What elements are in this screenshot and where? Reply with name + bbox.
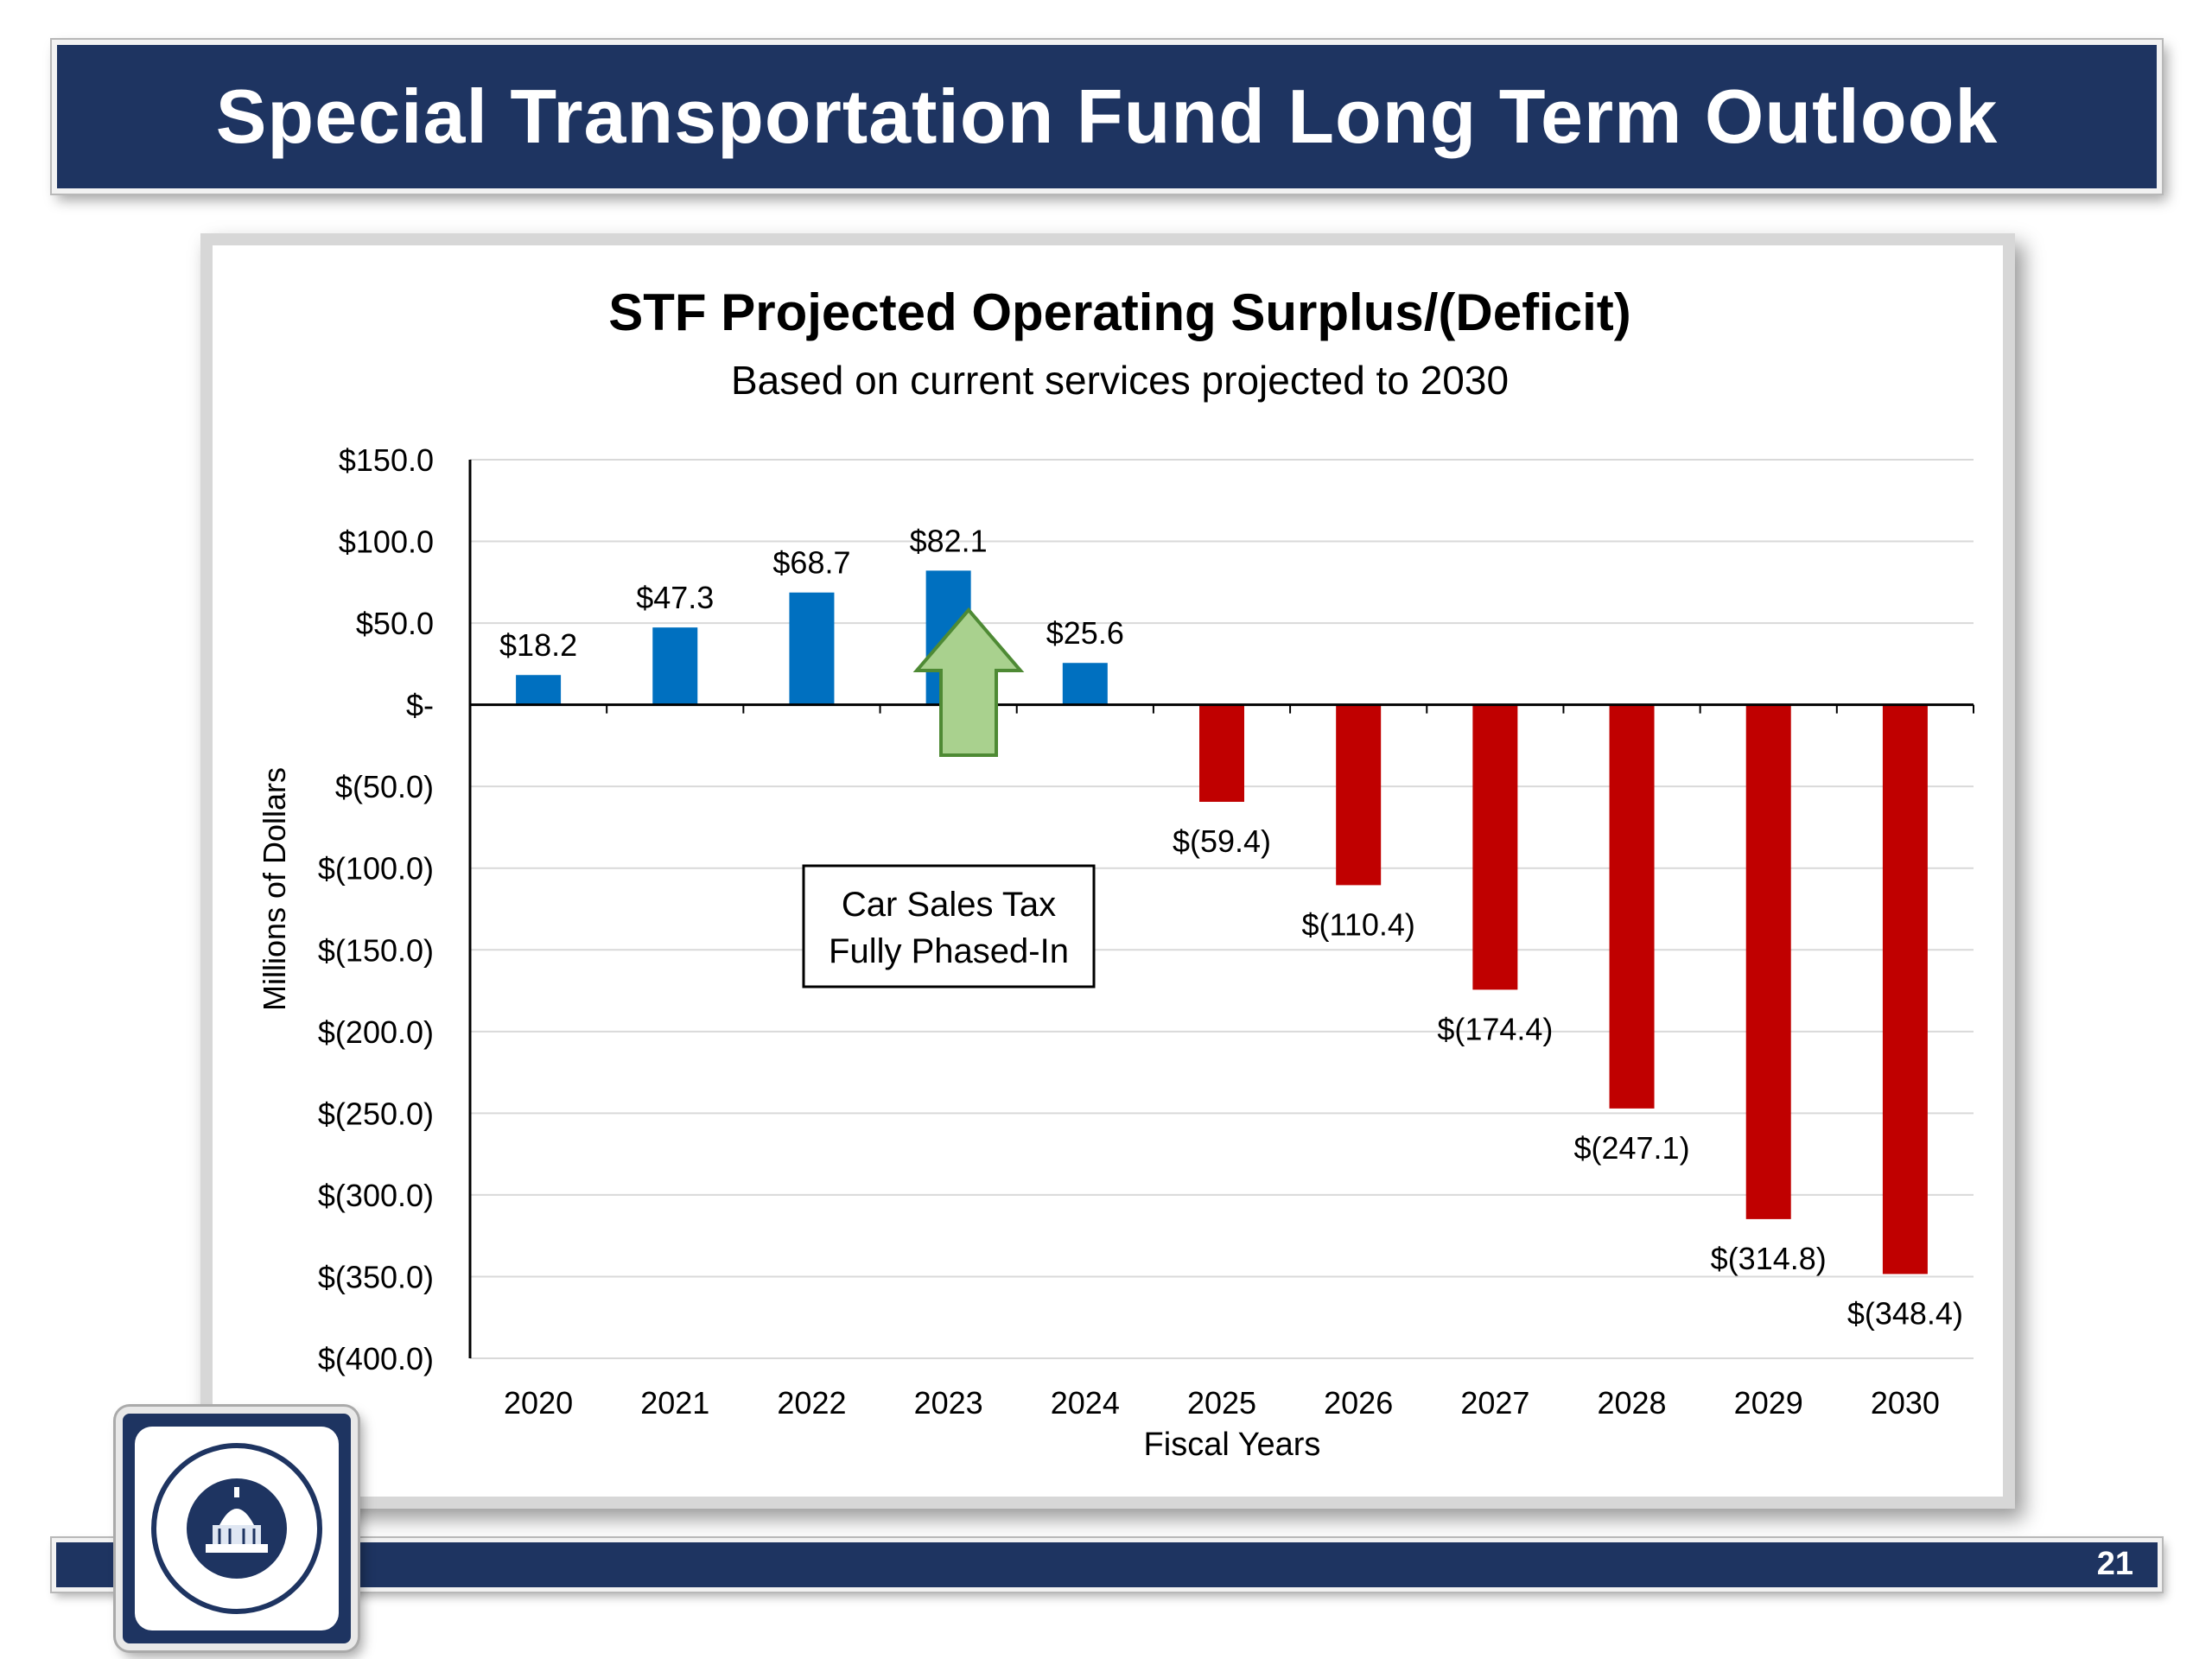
bar-2025 (1199, 704, 1244, 802)
bar-2024 (1062, 663, 1108, 705)
bar-2022 (789, 592, 835, 705)
data-label: $(59.4) (1173, 823, 1271, 859)
data-label: $(348.4) (1847, 1295, 1963, 1331)
annotation-line-1: Car Sales Tax (842, 886, 1056, 924)
data-label: $82.1 (910, 523, 988, 558)
data-label: $47.3 (636, 580, 714, 615)
y-tick-label: $(350.0) (318, 1259, 434, 1294)
data-label: $(247.1) (1573, 1130, 1689, 1166)
bar-2026 (1336, 704, 1382, 886)
bar-2030 (1882, 704, 1928, 1274)
page-number: 21 (2096, 1546, 2133, 1582)
y-tick-label: $(400.0) (318, 1341, 434, 1376)
bar-2028 (1609, 704, 1655, 1109)
opm-seal-logo (151, 1443, 322, 1614)
bar-2027 (1472, 704, 1518, 990)
bar-2029 (1745, 704, 1791, 1219)
y-tick-label: $(150.0) (318, 932, 434, 968)
x-tick-label: 2020 (504, 1385, 573, 1421)
title-banner: Special Transportation Fund Long Term Ou… (52, 40, 2162, 194)
annotation-line-2: Fully Phased-In (829, 932, 1069, 970)
y-tick-label: $100.0 (339, 524, 434, 560)
bar-2021 (652, 627, 698, 705)
annotation-box (802, 864, 1096, 988)
y-tick-label: $(50.0) (335, 769, 434, 804)
x-axis-title: Fiscal Years (1144, 1427, 1321, 1463)
data-label: $18.2 (499, 627, 577, 663)
chart: STF Projected Operating Surplus/(Deficit… (257, 283, 1974, 1463)
x-tick-label: 2025 (1187, 1385, 1256, 1421)
chart-card: STF Projected Operating Surplus/(Deficit… (200, 233, 2015, 1509)
x-tick-label: 2021 (640, 1385, 709, 1421)
data-label: $68.7 (772, 545, 850, 581)
slide-title: Special Transportation Fund Long Term Ou… (215, 73, 1999, 159)
x-tick-label: 2027 (1460, 1385, 1529, 1421)
annotation: Car Sales Tax Fully Phased-In (802, 607, 1096, 988)
x-tick-label: 2030 (1871, 1385, 1940, 1421)
x-tick-label: 2023 (914, 1385, 983, 1421)
data-label: $(110.4) (1301, 906, 1414, 942)
logo-frame (116, 1407, 358, 1650)
data-label: $(174.4) (1437, 1011, 1553, 1046)
x-tick-label: 2028 (1597, 1385, 1666, 1421)
footer-bar: 21 (52, 1538, 2162, 1592)
y-tick-label: $(250.0) (318, 1096, 434, 1131)
bar-2020 (516, 675, 562, 705)
chart-subtitle: Based on current services projected to 2… (731, 358, 1509, 403)
y-tick-label: $(300.0) (318, 1178, 434, 1213)
up-arrow-icon (912, 607, 1025, 757)
y-tick-label: $150.0 (339, 442, 434, 478)
x-tick-label: 2026 (1324, 1385, 1393, 1421)
chart-title: STF Projected Operating Surplus/(Deficit… (608, 283, 1630, 341)
x-tick-label: 2029 (1734, 1385, 1803, 1421)
x-tick-label: 2024 (1051, 1385, 1120, 1421)
y-tick-label: $- (406, 688, 434, 723)
y-tick-label: $(200.0) (318, 1014, 434, 1050)
x-tick-label: 2022 (777, 1385, 846, 1421)
data-label: $(314.8) (1711, 1241, 1827, 1276)
y-tick-label: $50.0 (356, 606, 434, 641)
y-axis-title: Millions of Dollars (257, 767, 292, 1011)
data-label: $25.6 (1046, 615, 1124, 651)
y-tick-label: $(100.0) (318, 851, 434, 887)
